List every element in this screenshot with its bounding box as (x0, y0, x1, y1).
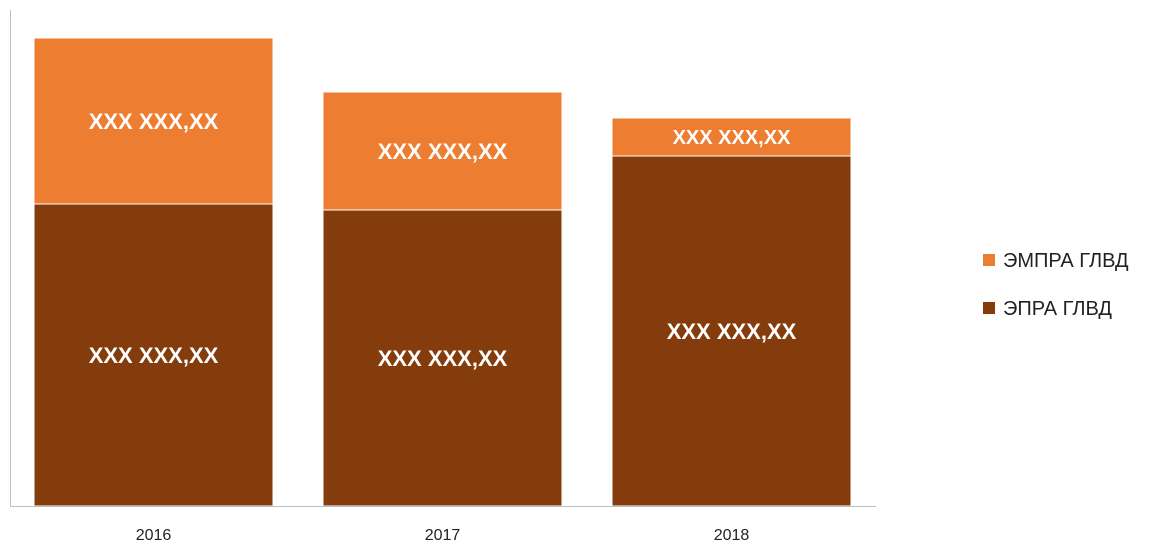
x-tick-label-2018: 2018 (714, 527, 750, 544)
legend: ЭМПРА ГЛВД ЭПРА ГЛВД (983, 250, 1129, 320)
data-label-2016-series-0: XXX XXX,XX (89, 343, 219, 368)
data-label-2017-series-1: XXX XXX,XX (378, 139, 508, 164)
bar-segment-2018-series-1 (611, 117, 852, 157)
data-label-2018-series-0: XXX XXX,XX (667, 319, 797, 344)
data-label-2016-series-1: XXX XXX,XX (89, 109, 219, 134)
data-label-2018-series-1: XXX XXX,XX (673, 127, 791, 149)
data-label-2017-series-0: XXX XXX,XX (378, 346, 508, 371)
legend-swatch-1 (983, 254, 995, 266)
x-tick-label-2016: 2016 (136, 527, 172, 544)
bar-segment-2018-series-0 (611, 155, 852, 507)
bars-layer (33, 37, 852, 507)
legend-label-0: ЭПРА ГЛВД (1003, 298, 1112, 320)
segment-labels-layer: XXX XXX,XX XXX XXX,XX XXX XXX,XX XXX XXX,XX… (89, 109, 797, 371)
legend-swatch-0 (983, 302, 995, 314)
bar-segment-2016-series-0 (33, 203, 274, 507)
bar-segment-2017-series-1 (322, 91, 563, 211)
bar-segment-2016-series-1 (33, 37, 274, 205)
x-tick-label-2017: 2017 (425, 527, 461, 544)
legend-label-1: ЭМПРА ГЛВД (1003, 250, 1129, 272)
x-tick-labels: 2016 2017 2018 (136, 527, 750, 544)
